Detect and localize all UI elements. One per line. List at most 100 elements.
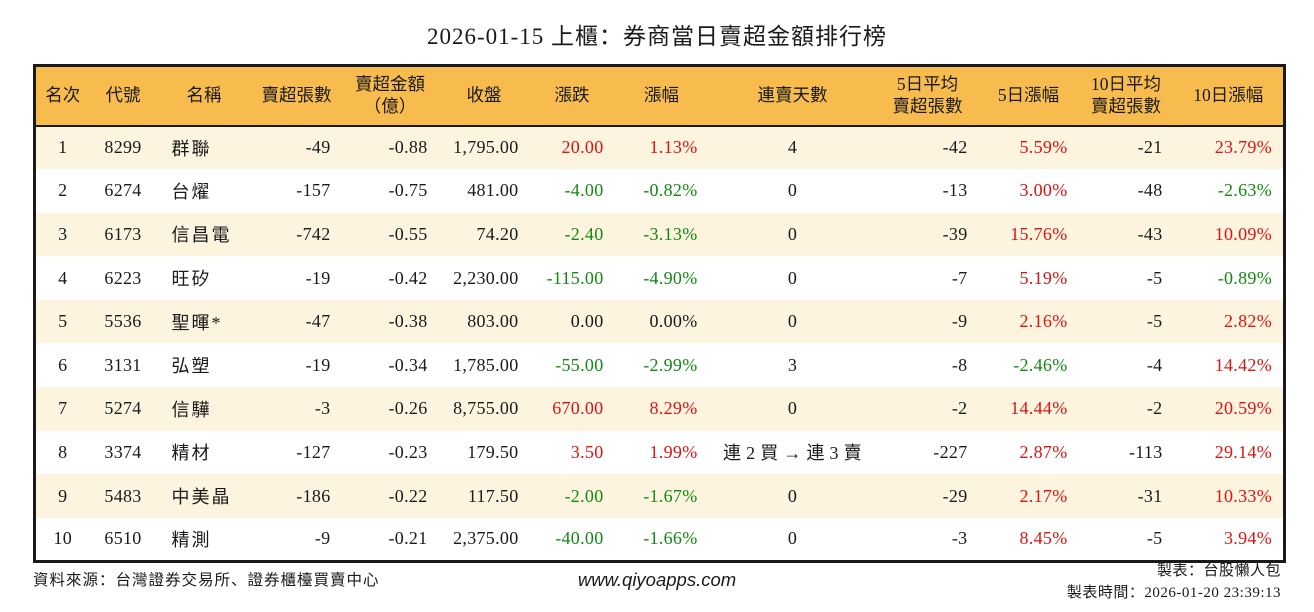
cell-close-price: 1,785.00: [453, 354, 519, 375]
cell-5d-change: 2.17%: [978, 474, 1079, 518]
cell-rank: 9: [34, 474, 90, 518]
cell-5d-change: 14.44%: [978, 387, 1079, 431]
cell-stock-name: 群聯: [156, 125, 252, 170]
header-rank: 名次: [34, 65, 90, 127]
cell-change-percent: -1.66%: [643, 528, 698, 549]
cell-stock-code: 5536: [89, 299, 157, 344]
table-row: 1 8299 群聯 -49 -0.88 1,795.00 20.00 1.13% 4 -42 5.5…: [34, 125, 1285, 170]
cell-rank: 10: [53, 528, 73, 549]
cell-change-percent: -2.99%: [643, 354, 698, 375]
credit-timestamp: 製表時間：2026-01-20 23:39:13: [1066, 585, 1281, 601]
table-row: 2 6274 台燿 -157 -0.75 481.00 -4.00 -0.82% 0 -13 3.0…: [35, 169, 1285, 213]
cell-close-price: 1,795.00: [438, 125, 530, 170]
cell-5d-change: 2.87%: [1019, 441, 1068, 462]
cell-price-change: -2.00: [529, 474, 615, 518]
header-name: 名稱: [156, 65, 252, 127]
cell-price-change: -40.00: [555, 528, 604, 549]
cell-5d-change: 15.76%: [978, 212, 1079, 257]
cell-avg10-net-sell: -5: [1078, 299, 1174, 344]
table-body: 1 8299 群聯 -49 -0.88 1,795.00 20.00 1.13% 4 -42 5.5…: [34, 125, 1285, 562]
cell-avg5-net-sell: -2: [876, 387, 979, 431]
cell-price-change: -2.40: [529, 212, 615, 257]
table-header: 名次 代號 名稱 賣超張數 賣超金額 （億） 收盤 漲跌 漲幅 連賣天數 5日平…: [34, 65, 1285, 127]
cell-net-sell-amount: -0.88: [341, 125, 439, 170]
table-row: 4 6223 旺矽 -19 -0.42 2,230.00 -115.00 -4.90% 0 -7 5…: [35, 256, 1285, 300]
cell-close-price: 2,230.00: [453, 267, 519, 288]
cell-stock-code: 6223: [104, 267, 142, 288]
cell-stock-name: 精材: [171, 443, 212, 464]
cell-net-sell-lots: -19: [305, 267, 331, 288]
cell-5d-change: -2.46%: [1013, 354, 1068, 375]
cell-stock-name: 信昌電: [156, 212, 252, 257]
cell-change-percent: 8.29%: [614, 387, 709, 431]
header-change-percent: 漲幅: [614, 65, 709, 127]
cell-sell-streak: 0: [787, 180, 798, 201]
broker-net-sell-ranking-table: 名次 代號 名稱 賣超張數 賣超金額 （億） 收盤 漲跌 漲幅 連賣天數 5日平…: [33, 64, 1286, 563]
cell-avg5-net-sell: -9: [876, 299, 979, 344]
cell-stock-name: 聖暉*: [156, 299, 252, 344]
cell-stock-name: 信驊: [156, 387, 252, 431]
cell-avg10-net-sell: -2: [1078, 387, 1174, 431]
cell-sell-streak: 0: [708, 474, 877, 518]
cell-price-change: -4.00: [564, 180, 604, 201]
cell-net-sell-amount: -0.23: [388, 441, 428, 462]
cell-stock-code: 6274: [104, 180, 142, 201]
cell-price-change: 0.00: [529, 299, 615, 344]
cell-close-price: 179.50: [467, 441, 519, 462]
data-source-note: 資料來源：台灣證券交易所、證券櫃檯買賣中心: [33, 572, 380, 589]
cell-avg5-net-sell: -42: [876, 125, 979, 170]
cell-net-sell-lots: -186: [251, 474, 342, 518]
cell-net-sell-lots: -3: [251, 387, 342, 431]
cell-price-change: -55.00: [555, 354, 604, 375]
cell-avg5-net-sell: -8: [951, 354, 968, 375]
cell-net-sell-amount: -0.38: [341, 299, 439, 344]
credit-block: 製表：台股懶人包 製表時間：2026-01-20 23:39:13: [1067, 560, 1281, 604]
cell-rank: 4: [58, 267, 68, 288]
cell-rank: 1: [34, 125, 90, 170]
cell-avg10-net-sell: -4: [1146, 354, 1163, 375]
cell-rank: 8: [58, 441, 68, 462]
cell-sell-streak: 3: [787, 354, 798, 375]
cell-avg10-net-sell: -5: [1146, 267, 1163, 288]
cell-stock-code: 6173: [89, 212, 157, 257]
cell-rank: 6: [58, 354, 68, 375]
cell-net-sell-amount: -0.34: [388, 354, 428, 375]
cell-rank: 3: [34, 212, 90, 257]
header-row: 名次 代號 名稱 賣超張數 賣超金額 （億） 收盤 漲跌 漲幅 連賣天數 5日平…: [34, 65, 1285, 127]
cell-avg5-net-sell: -7: [951, 267, 968, 288]
cell-change-percent: 1.13%: [614, 125, 709, 170]
cell-5d-change: 5.59%: [978, 125, 1079, 170]
cell-change-percent: -4.90%: [643, 267, 698, 288]
cell-stock-code: 6510: [104, 528, 142, 549]
cell-price-change: -115.00: [546, 267, 604, 288]
cell-close-price: 74.20: [438, 212, 530, 257]
cell-close-price: 481.00: [467, 180, 519, 201]
cell-change-percent: -3.13%: [614, 212, 709, 257]
cell-close-price: 2,375.00: [453, 528, 519, 549]
header-close: 收盤: [438, 65, 530, 127]
cell-5d-change: 2.16%: [978, 299, 1079, 344]
cell-change-percent: -1.67%: [614, 474, 709, 518]
cell-price-change: 20.00: [529, 125, 615, 170]
cell-avg5-net-sell: -3: [951, 528, 968, 549]
cell-avg10-net-sell: -31: [1078, 474, 1174, 518]
cell-net-sell-amount: -0.55: [341, 212, 439, 257]
cell-10d-change: -0.89%: [1217, 267, 1272, 288]
cell-net-sell-lots: -9: [314, 528, 331, 549]
table-row: 6 3131 弘塑 -19 -0.34 1,785.00 -55.00 -2.99% 3 -8 -2…: [35, 343, 1285, 387]
cell-close-price: 803.00: [438, 299, 530, 344]
cell-stock-name: 中美晶: [156, 474, 252, 518]
cell-avg5-net-sell: -29: [876, 474, 979, 518]
cell-stock-name: 台燿: [171, 181, 212, 202]
website-url: www.qiyoapps.com: [577, 569, 737, 590]
cell-sell-streak: 4: [708, 125, 877, 170]
cell-net-sell-amount: -0.22: [341, 474, 439, 518]
header-net-sell-amount: 賣超金額 （億）: [341, 65, 439, 127]
header-net-sell-lots: 賣超張數: [251, 65, 342, 127]
cell-stock-code: 3374: [104, 441, 142, 462]
header-5d-change: 5日漲幅: [978, 65, 1079, 127]
cell-sell-streak: 0: [708, 212, 877, 257]
table-row: 8 3374 精材 -127 -0.23 179.50 3.50 1.99% 連 2 買 → 連…: [35, 431, 1285, 475]
cell-change-percent: 0.00%: [614, 299, 709, 344]
